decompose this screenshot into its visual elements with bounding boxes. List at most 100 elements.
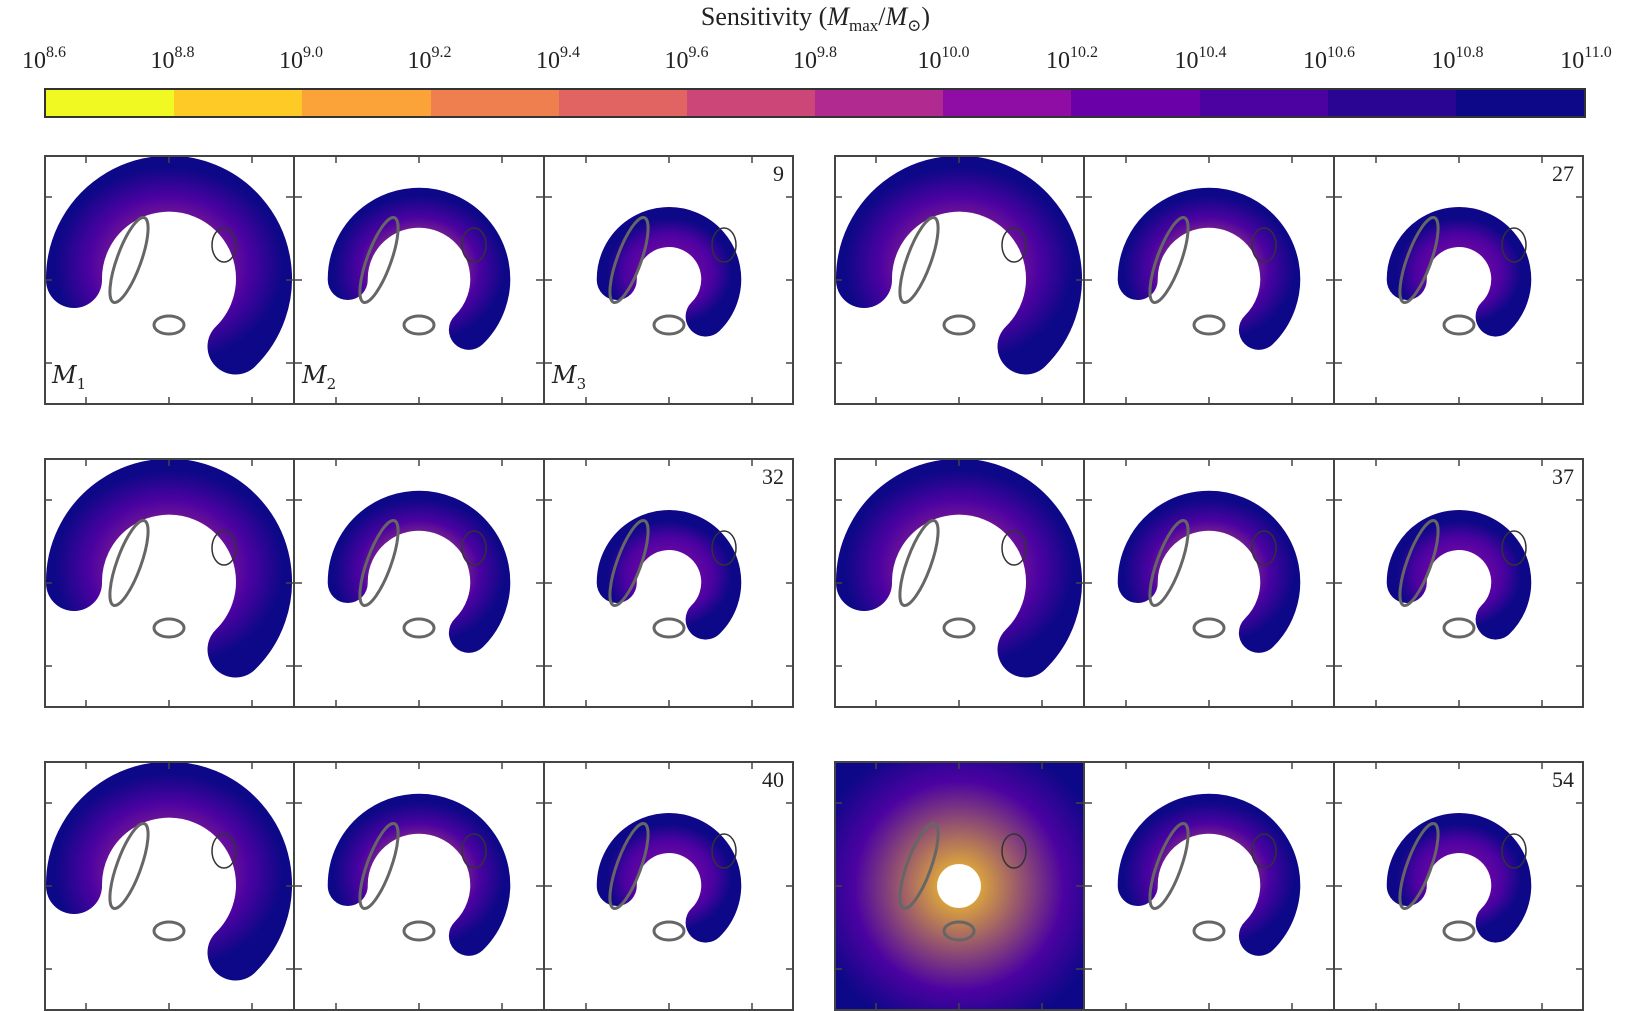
panel-divider — [1333, 458, 1335, 708]
model-label: M2 — [302, 361, 337, 393]
panel-divider — [1083, 761, 1085, 1011]
group-frame — [834, 458, 1584, 708]
image-contours — [1148, 519, 1277, 639]
panel-divider — [543, 458, 545, 708]
colorbar-segment — [430, 90, 559, 116]
model-panel: 54 — [1334, 761, 1584, 1011]
colorbar-segment — [174, 90, 303, 116]
sensitivity-map — [45, 458, 292, 678]
sensitivity-map — [835, 458, 1082, 678]
model-panel: 32 — [544, 458, 794, 708]
lens-system-group: 40 — [44, 761, 794, 1011]
image-contours — [1398, 519, 1527, 639]
model-panel: M3 9 — [544, 155, 794, 405]
sensitivity-map — [1386, 510, 1532, 640]
colorbar-segment — [46, 90, 175, 116]
image-contours — [1148, 822, 1277, 942]
lens-system-group: 37 — [834, 458, 1584, 708]
group-frame — [834, 155, 1584, 405]
model-panel: M2 — [294, 155, 544, 405]
colorbar-segment — [815, 90, 944, 116]
colorbar-tick-label: 1010.0 — [917, 44, 970, 74]
image-contours — [898, 822, 1027, 942]
lens-system-id: 32 — [762, 464, 784, 489]
model-panel — [44, 761, 294, 1011]
model-panel: 40 — [544, 761, 794, 1011]
panel-divider — [543, 761, 545, 1011]
sensitivity-map — [45, 155, 292, 375]
lens-system-id: 37 — [1552, 464, 1574, 489]
panel-divider — [293, 761, 295, 1011]
model-panel — [1084, 155, 1334, 405]
image-contours — [898, 216, 1027, 336]
panel-divider — [1083, 458, 1085, 708]
sensitivity-map — [1386, 207, 1532, 337]
model-label: M3 — [552, 361, 587, 393]
lens-system-group: 27 — [834, 155, 1584, 405]
colorbar-segment — [1455, 90, 1585, 116]
sensitivity-map — [327, 490, 511, 653]
panel-divider — [1333, 761, 1335, 1011]
group-frame — [44, 458, 794, 708]
axis-ticks — [834, 761, 1084, 1011]
axis-ticks — [294, 458, 544, 708]
image-contours — [1398, 216, 1527, 336]
sensitivity-map — [1117, 490, 1301, 653]
lens-system-id: 40 — [762, 767, 784, 792]
group-frame — [44, 155, 794, 405]
lens-system-group: 54 — [834, 761, 1584, 1011]
sensitivity-map — [1117, 793, 1301, 956]
image-contours — [358, 519, 487, 639]
model-panel: 27 — [1334, 155, 1584, 405]
group-frame — [834, 761, 1584, 1011]
panel-divider — [543, 155, 545, 405]
sensitivity-map — [835, 155, 1082, 375]
image-contours — [608, 216, 737, 336]
sensitivity-map — [1386, 813, 1532, 943]
colorbar-tick-label: 1010.6 — [1303, 44, 1355, 74]
lens-system-id: 9 — [773, 161, 784, 186]
image-contours — [358, 216, 487, 336]
colorbar-tick-label: 1010.8 — [1431, 44, 1484, 74]
colorbar-segment — [1071, 90, 1200, 116]
panel-divider — [293, 155, 295, 405]
colorbar-tick-label: 1010.2 — [1046, 44, 1098, 74]
image-contours — [358, 822, 487, 942]
panel-divider — [1083, 155, 1085, 405]
colorbar-segment — [686, 90, 816, 116]
sensitivity-map — [834, 761, 1084, 1011]
colorbar-title: Sensitivity (Mmax/M⊙) — [700, 2, 931, 36]
sensitivity-map — [596, 207, 742, 337]
colorbar — [44, 88, 1586, 118]
group-frame — [44, 761, 794, 1011]
image-contours — [608, 822, 737, 942]
model-panel — [834, 761, 1084, 1011]
panel-divider — [293, 458, 295, 708]
image-contours — [1148, 216, 1277, 336]
image-contours — [608, 519, 737, 639]
colorbar-tick-label: 109.4 — [536, 44, 580, 74]
image-contours — [1398, 822, 1527, 942]
image-contours — [108, 822, 237, 942]
lens-system-id: 27 — [1552, 161, 1574, 186]
colorbar-segment — [943, 90, 1072, 116]
colorbar-tick-labels: 108.6 108.8 109.0 109.2 109.4 109.6 109.8 1010.… — [0, 44, 1631, 82]
sensitivity-map — [327, 793, 511, 956]
model-panel — [1084, 761, 1334, 1011]
sensitivity-map — [1117, 187, 1301, 350]
lens-system-id: 54 — [1552, 767, 1574, 792]
image-contours — [108, 216, 237, 336]
sensitivity-map — [327, 187, 511, 350]
colorbar-tick-label: 1011.0 — [1560, 44, 1612, 74]
lens-system-group: 32 — [44, 458, 794, 708]
colorbar-tick-label: 109.0 — [279, 44, 323, 74]
image-contours — [898, 519, 1027, 639]
colorbar-segment — [1199, 90, 1328, 116]
colorbar-segment — [558, 90, 687, 116]
sensitivity-map — [596, 813, 742, 943]
colorbar-tick-label: 108.8 — [150, 44, 195, 74]
colorbar-segment — [302, 90, 431, 116]
colorbar-segment — [1327, 90, 1456, 116]
image-contours — [108, 519, 237, 639]
model-panel — [294, 458, 544, 708]
